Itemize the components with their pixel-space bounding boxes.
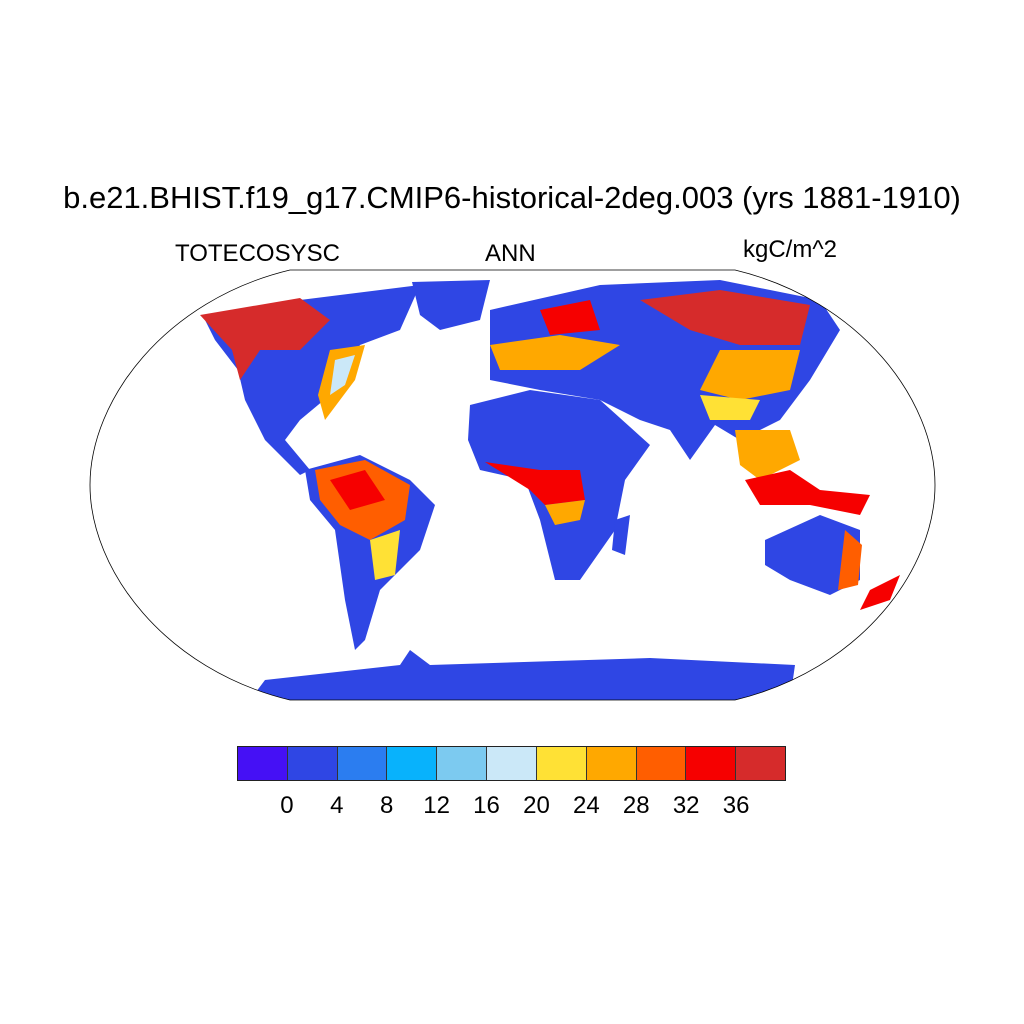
colorbar-tick-label: 16 <box>473 792 500 819</box>
colorbar-swatch <box>387 747 438 780</box>
colorbar-tick-label: 32 <box>672 792 700 819</box>
colorbar-tick-label: 0 <box>280 792 294 819</box>
colorbar-tick-label: 12 <box>423 792 450 819</box>
central-africa <box>485 462 585 505</box>
colorbar-swatch <box>287 747 338 780</box>
new-zealand <box>860 575 900 610</box>
colorbar <box>237 746 786 781</box>
colorbar-tick-label: 4 <box>330 792 344 819</box>
colorbar-swatch <box>736 747 785 780</box>
season-label: ANN <box>485 240 536 267</box>
australia <box>765 515 860 595</box>
plot-title: b.e21.BHIST.f19_g17.CMIP6-historical-2de… <box>63 180 961 215</box>
north-america-boreal <box>200 298 330 380</box>
colorbar-tick-label: 20 <box>523 792 550 819</box>
colorbar-swatch <box>536 747 587 780</box>
colorbar-swatch <box>686 747 737 780</box>
madagascar <box>612 515 630 555</box>
colorbar-tick-label: 36 <box>722 792 750 819</box>
antarctica <box>250 650 795 700</box>
siberia <box>640 290 810 345</box>
colorbar-swatch <box>487 747 537 780</box>
colorbar-tick-label: 24 <box>573 792 600 819</box>
colorbar-swatch <box>636 747 687 780</box>
variable-label: TOTECOSYSC <box>175 240 340 267</box>
units-label: kgC/m^2 <box>743 236 837 263</box>
colorbar-tick-label: 8 <box>380 792 394 819</box>
greenland <box>412 280 490 330</box>
colorbar-swatch <box>238 747 288 780</box>
colorbar-swatch <box>437 747 488 780</box>
colorbar-swatch <box>586 747 637 780</box>
indonesia <box>745 470 870 515</box>
colorbar-tick-label: 28 <box>622 792 650 819</box>
colorbar-swatch <box>337 747 388 780</box>
